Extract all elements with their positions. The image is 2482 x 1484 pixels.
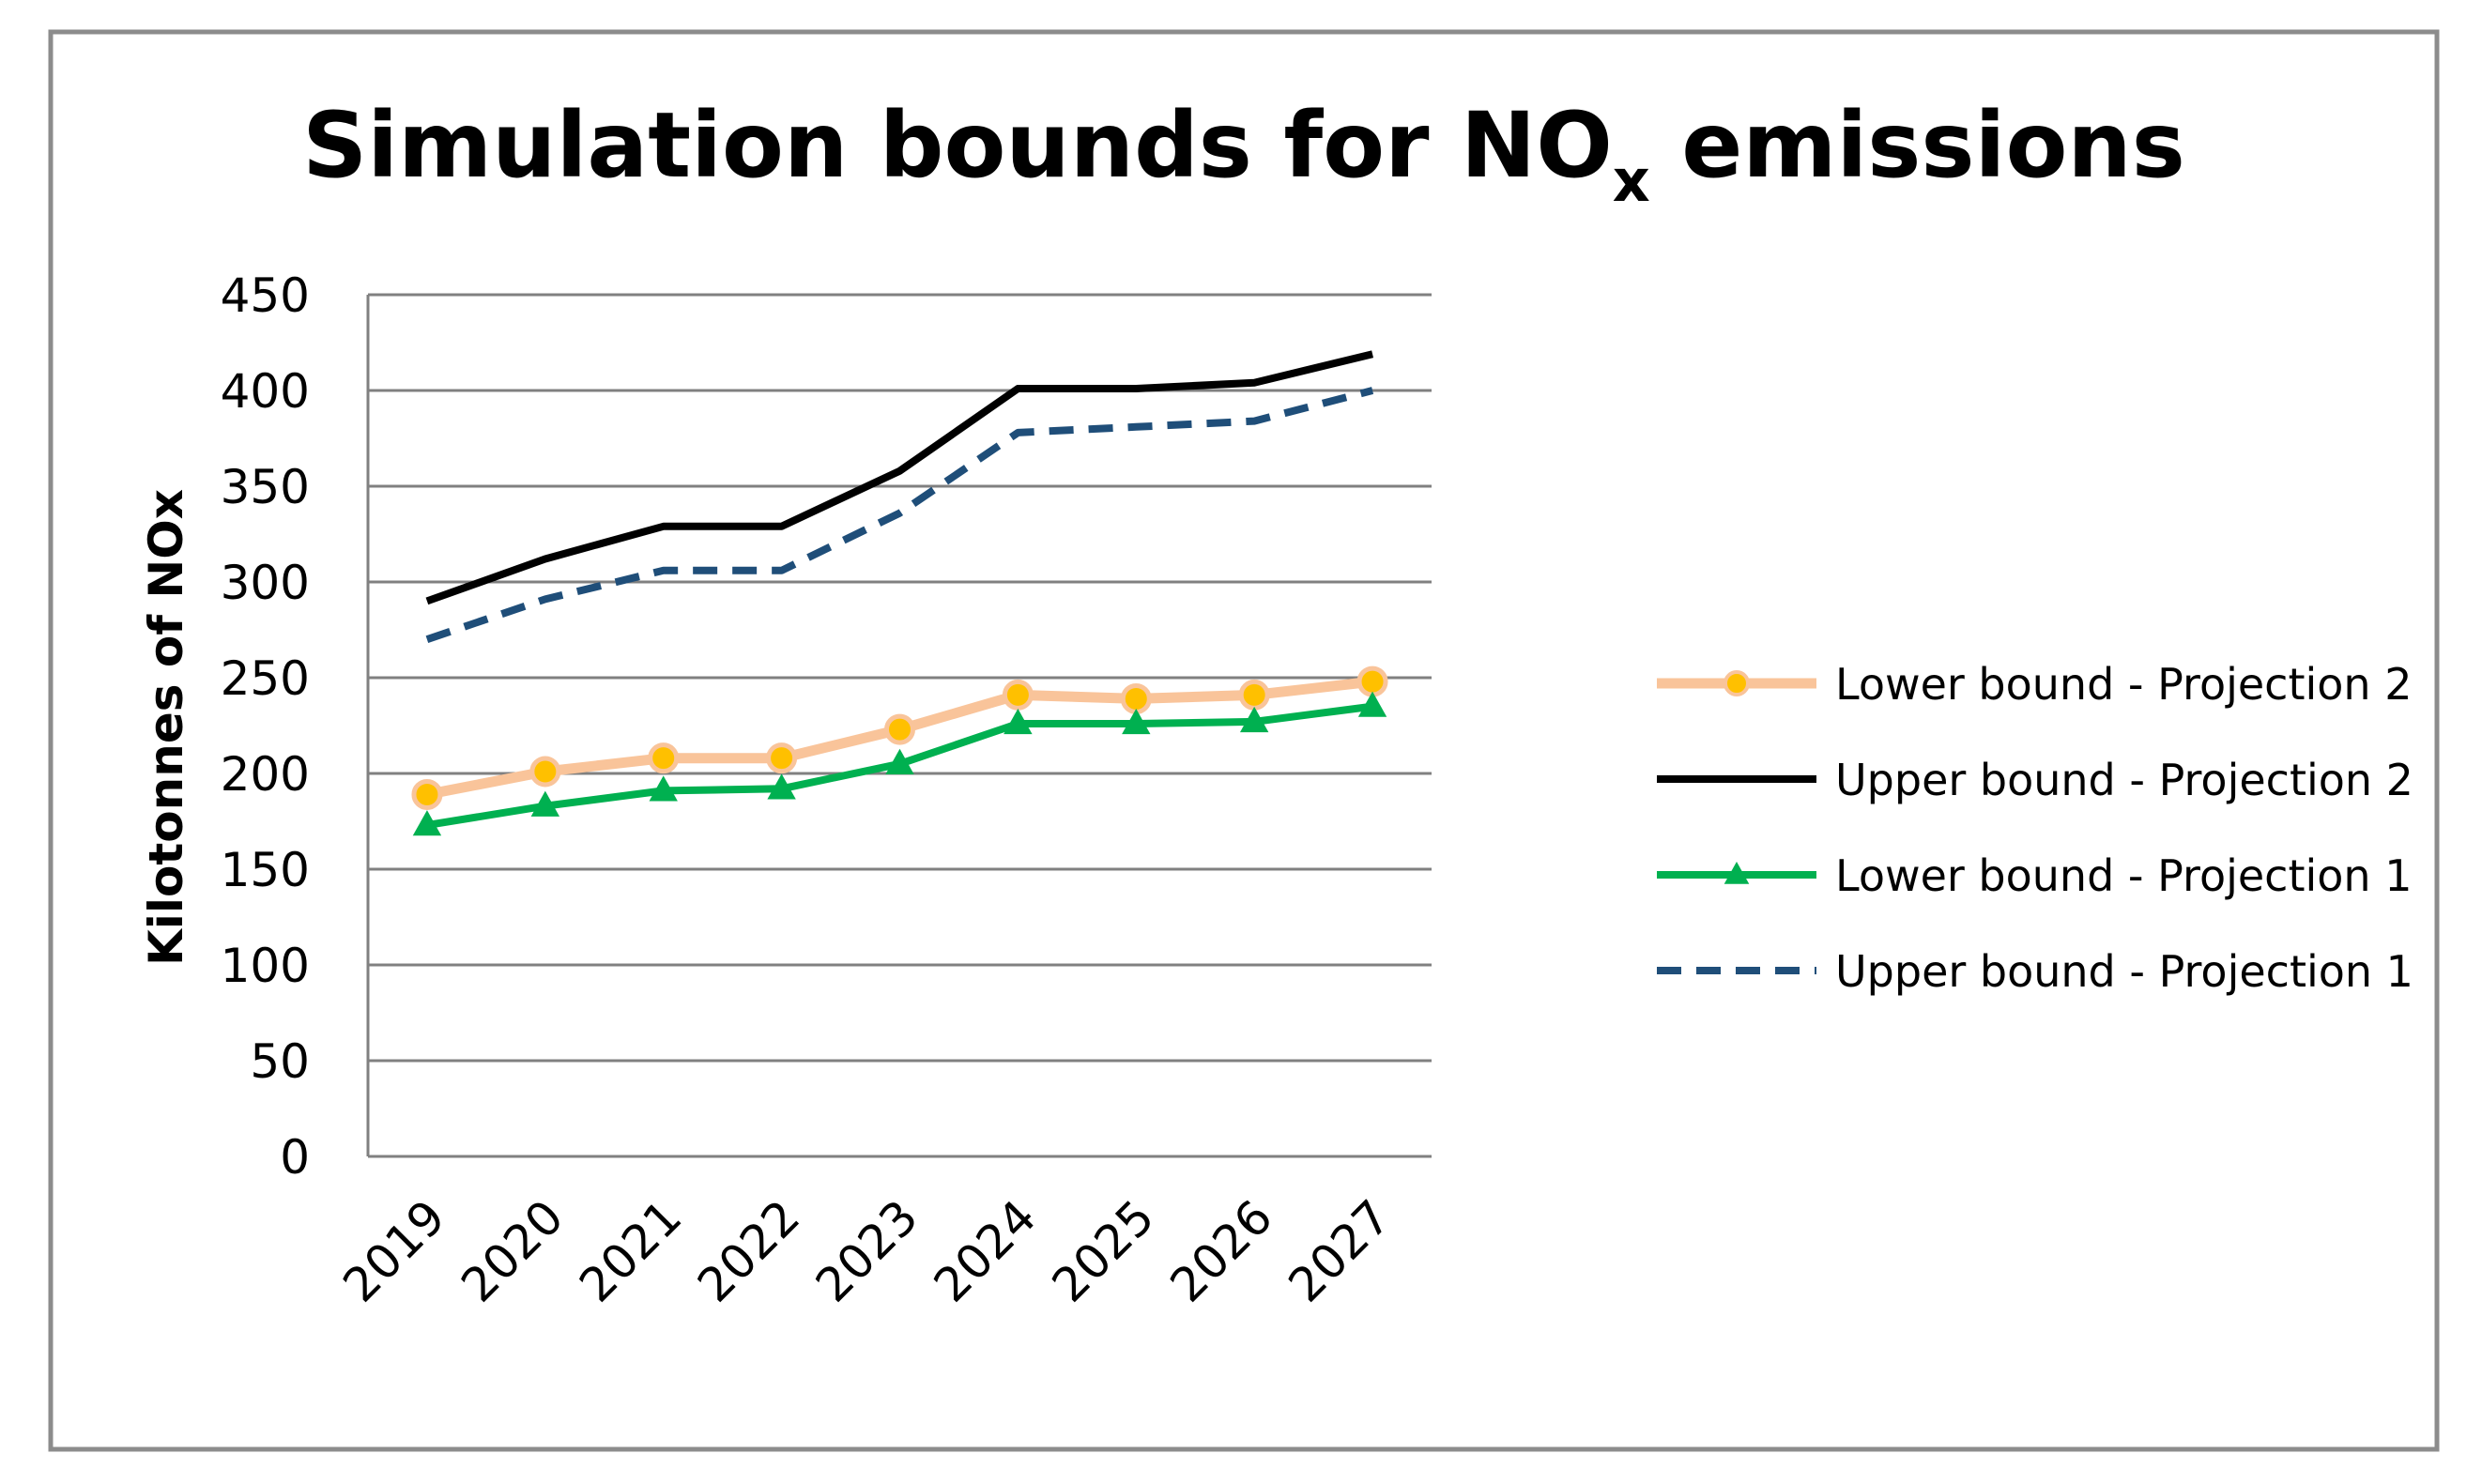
series-1-point-2019 xyxy=(411,778,443,810)
legend-label-1: Lower bound - Projection 2 xyxy=(1835,659,2412,710)
series-1-point-2024 xyxy=(1002,679,1034,711)
series-1-point-2027 xyxy=(1356,666,1388,697)
series-line-4 xyxy=(425,387,1374,643)
legend-label-3: Lower bound - Projection 1 xyxy=(1835,850,2412,901)
chart-title: Simulation bounds for NOx emissions xyxy=(302,93,2185,215)
series-3-point-2025 xyxy=(1122,708,1151,735)
y-tick-label-150: 150 xyxy=(221,843,310,897)
series-3-point-2020 xyxy=(530,790,560,817)
gridlines xyxy=(368,293,1432,1063)
series-3-point-2021 xyxy=(649,775,678,802)
series-3-point-2023 xyxy=(885,748,914,774)
y-axis-label: Kilotonnes of NOx xyxy=(139,489,193,966)
chart-title-main: Simulation bounds for NO xyxy=(302,93,1613,198)
series-3-point-2026 xyxy=(1239,706,1269,733)
legend-entry-4: Upper bound - Projection 1 xyxy=(1657,946,2413,997)
series-line-2 xyxy=(425,350,1374,605)
chart-title-suffix: emissions xyxy=(1650,93,2185,198)
y-tick-label-0: 0 xyxy=(280,1130,310,1185)
series-lines xyxy=(411,350,1388,836)
legend: Lower bound - Projection 2 Upper bound - … xyxy=(1657,659,2413,997)
y-tick-label-400: 400 xyxy=(221,364,310,419)
legend-entry-2: Upper bound - Projection 2 xyxy=(1657,755,2413,805)
y-tick-label-100: 100 xyxy=(221,939,310,993)
legend-marker-1 xyxy=(1724,670,1750,696)
axes xyxy=(366,295,1432,1158)
series-3-point-2024 xyxy=(1004,708,1033,735)
legend-marker-3 xyxy=(1724,862,1750,884)
legend-label-2: Upper bound - Projection 2 xyxy=(1835,755,2413,805)
y-tick-label-200: 200 xyxy=(221,747,310,802)
y-tick-label-300: 300 xyxy=(221,556,310,610)
y-tick-label-350: 350 xyxy=(221,460,310,514)
chart-frame xyxy=(48,29,2440,1452)
series-1-point-2026 xyxy=(1238,679,1270,711)
series-1-point-2025 xyxy=(1120,682,1152,714)
y-tick-label-450: 450 xyxy=(221,268,310,323)
series-3-point-2027 xyxy=(1357,691,1387,717)
series-1-point-2021 xyxy=(648,742,680,774)
series-3-point-2022 xyxy=(767,773,796,800)
series-1-point-2023 xyxy=(884,713,915,745)
legend-entry-1: Lower bound - Projection 2 xyxy=(1657,659,2412,710)
y-tick-label-250: 250 xyxy=(221,651,310,706)
legend-entry-3: Lower bound - Projection 1 xyxy=(1657,850,2412,901)
series-1-point-2022 xyxy=(766,742,798,774)
series-1-point-2020 xyxy=(529,756,561,788)
series-3-point-2019 xyxy=(412,810,442,836)
legend-label-4: Upper bound - Projection 1 xyxy=(1835,946,2413,997)
chart-title-subscript: x xyxy=(1613,146,1650,215)
y-axis-ticks: 0 50 100 150 200 250 300 350 400 450 xyxy=(221,268,310,1185)
y-tick-label-50: 50 xyxy=(250,1034,310,1089)
